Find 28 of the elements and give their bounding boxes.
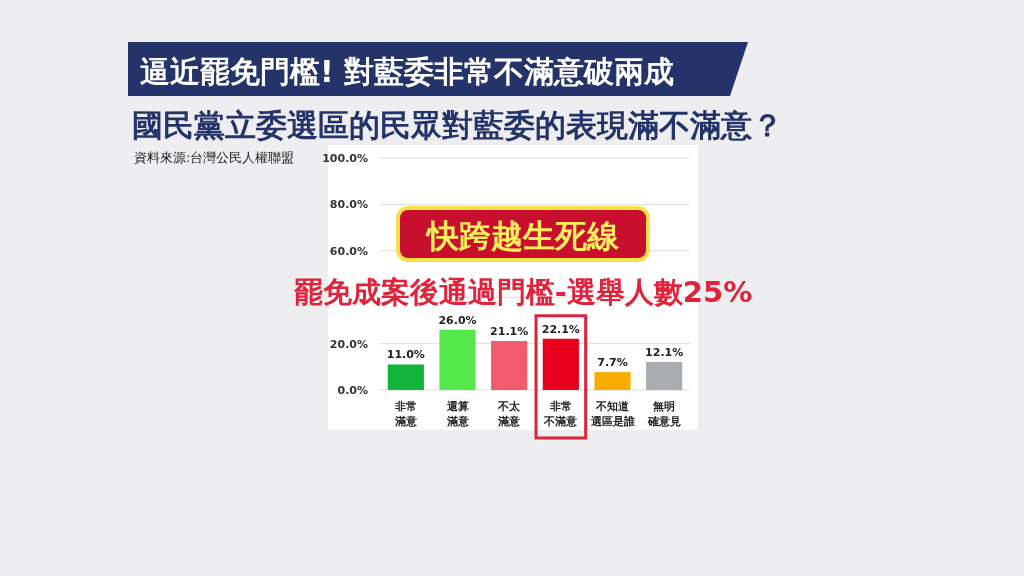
bar: [542, 338, 579, 390]
x-tick-label: 不太滿意: [497, 400, 522, 428]
y-tick-label: 80.0%: [329, 198, 368, 212]
data-label: 12.1%: [645, 345, 684, 359]
annotation: 快跨越生死線: [425, 217, 620, 255]
x-tick-label: 還算滿意: [445, 400, 470, 428]
data-label: 22.1%: [541, 322, 580, 336]
bar: [387, 364, 424, 390]
data-label: 7.7%: [597, 356, 628, 370]
x-tick-label: 非常不滿意: [543, 400, 579, 428]
y-tick-label: 20.0%: [329, 337, 368, 351]
chart-title: 逼近罷免門檻! 對藍委非常不滿意破兩成: [140, 54, 675, 89]
x-tick-label: 無明確意見: [646, 400, 681, 428]
bar: [491, 341, 528, 390]
bar: [646, 361, 683, 390]
bar: [594, 372, 631, 390]
annotation: 罷免成案後通過門檻-選舉人數25%: [293, 275, 753, 309]
x-tick-label: 非常滿意: [393, 400, 418, 428]
y-tick-label: 0.0%: [337, 384, 368, 397]
data-label: 21.1%: [490, 325, 529, 339]
chart-subtitle: 國民黨立委選區的民眾對藍委的表現滿不滿意？: [132, 107, 783, 143]
bar: [439, 329, 476, 390]
data-label: 11.0%: [386, 348, 425, 362]
y-tick-label: 60.0%: [329, 244, 368, 258]
source-note: 資料來源:台灣公民人權聯盟: [134, 150, 295, 165]
data-label: 26.0%: [438, 313, 477, 327]
y-tick-label: 100.0%: [322, 152, 368, 165]
x-tick-label: 不知道選區是誰: [589, 400, 635, 428]
